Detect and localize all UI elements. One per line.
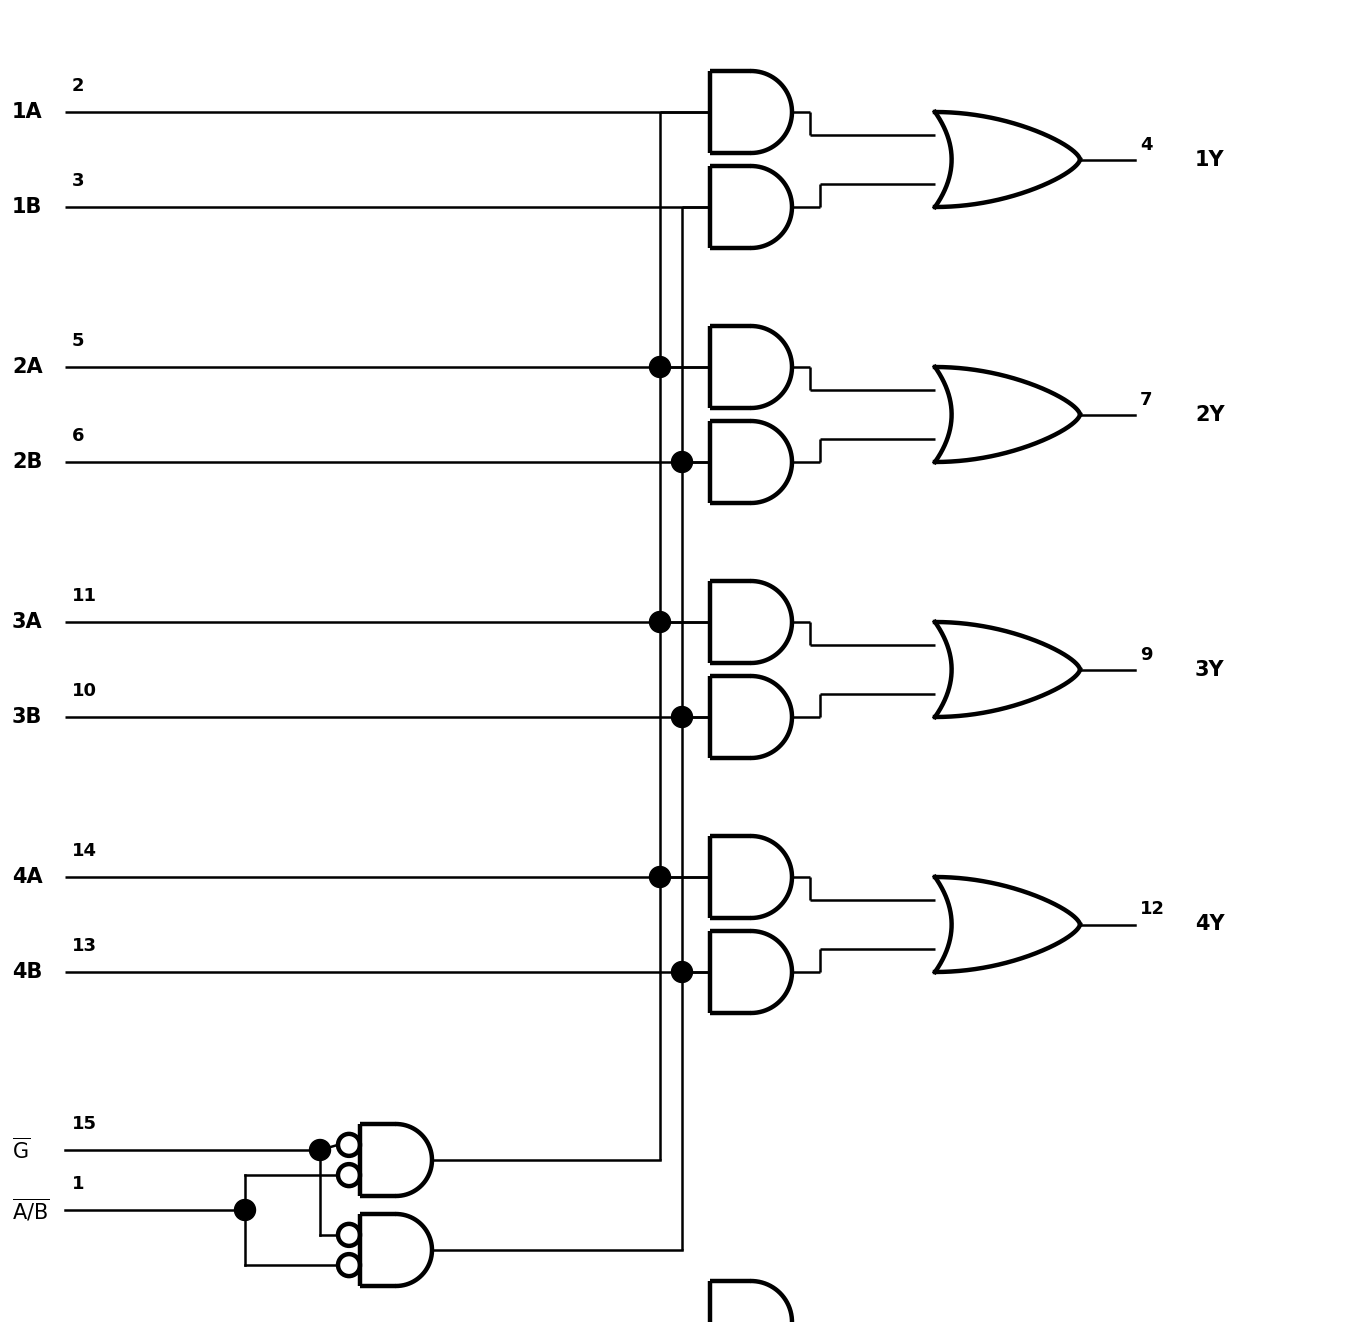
Circle shape xyxy=(649,357,670,378)
Text: 4Y: 4Y xyxy=(1195,915,1225,935)
Text: 3B: 3B xyxy=(12,707,42,727)
Text: 5: 5 xyxy=(71,332,85,350)
Text: 7: 7 xyxy=(1140,390,1152,408)
Circle shape xyxy=(672,961,692,982)
Text: 3Y: 3Y xyxy=(1195,660,1225,680)
Text: $\overline{\rm A/B}$: $\overline{\rm A/B}$ xyxy=(12,1196,50,1223)
Text: 4A: 4A xyxy=(12,867,43,887)
Text: 4B: 4B xyxy=(12,962,42,982)
Text: 11: 11 xyxy=(71,587,97,605)
Text: 13: 13 xyxy=(71,937,97,954)
Circle shape xyxy=(672,452,692,472)
Text: 2: 2 xyxy=(71,77,85,95)
Text: 3: 3 xyxy=(71,172,85,190)
Text: 15: 15 xyxy=(71,1114,97,1133)
Text: 1Y: 1Y xyxy=(1195,149,1225,169)
Text: 2Y: 2Y xyxy=(1195,405,1225,424)
Circle shape xyxy=(309,1140,331,1161)
Text: 6: 6 xyxy=(71,427,85,446)
Text: 10: 10 xyxy=(71,682,97,701)
Text: 2A: 2A xyxy=(12,357,43,377)
Text: $\overline{\rm G}$: $\overline{\rm G}$ xyxy=(12,1137,30,1163)
Text: 3A: 3A xyxy=(12,612,43,632)
Text: 4: 4 xyxy=(1140,135,1152,153)
Text: 1B: 1B xyxy=(12,197,42,217)
Text: 12: 12 xyxy=(1140,900,1166,919)
Text: 1A: 1A xyxy=(12,102,43,122)
Text: 14: 14 xyxy=(71,842,97,861)
Text: 9: 9 xyxy=(1140,645,1152,664)
Circle shape xyxy=(235,1199,255,1220)
Circle shape xyxy=(649,612,670,632)
Text: 2B: 2B xyxy=(12,452,42,472)
Circle shape xyxy=(672,706,692,727)
Text: 1: 1 xyxy=(71,1175,85,1192)
Circle shape xyxy=(649,866,670,887)
